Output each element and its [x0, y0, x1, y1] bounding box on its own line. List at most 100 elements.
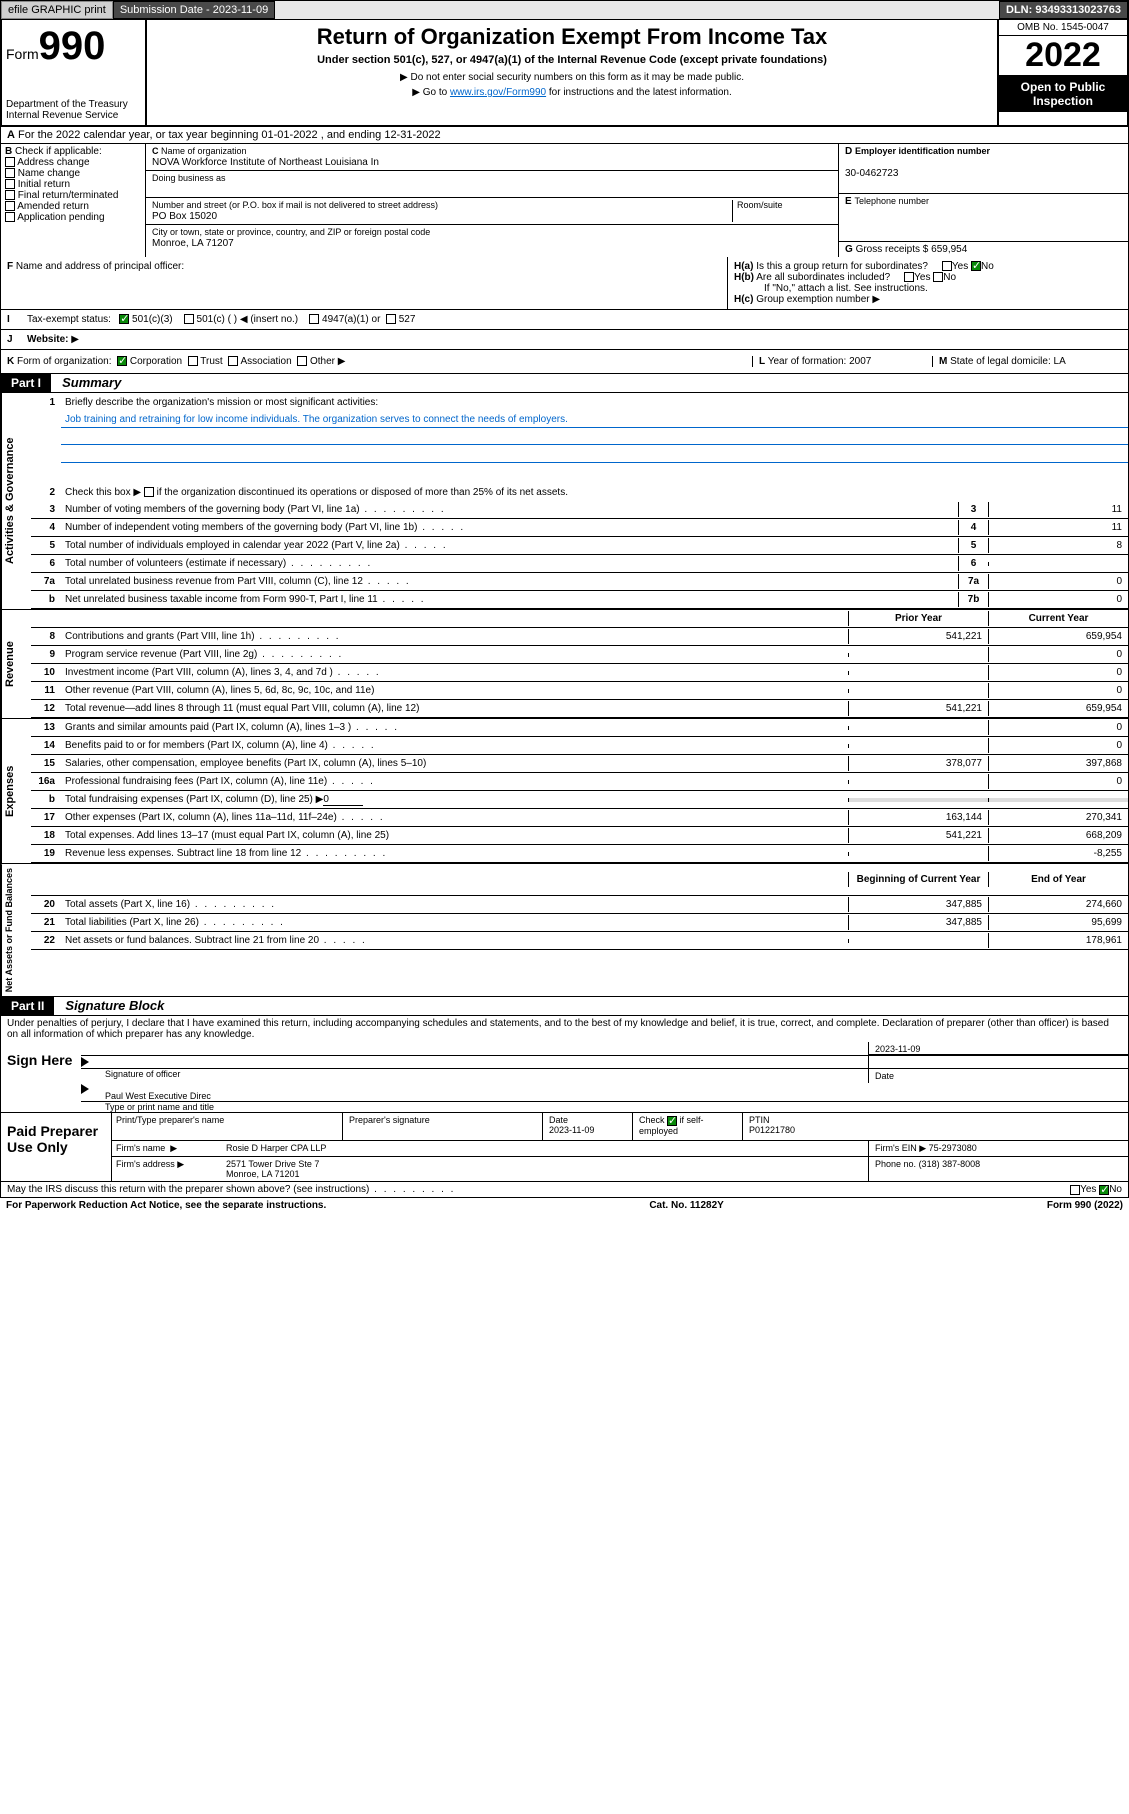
l18-text: Total expenses. Add lines 13–17 (must eq…: [61, 828, 848, 843]
self-emp-cb[interactable]: [667, 1116, 677, 1126]
may-irs-yes-cb[interactable]: [1070, 1185, 1080, 1195]
l4-text: Number of independent voting members of …: [61, 520, 958, 535]
form990-link[interactable]: www.irs.gov/Form990: [450, 87, 546, 98]
v6: [988, 562, 1128, 566]
trust-cb[interactable]: [188, 356, 198, 366]
pending-cb[interactable]: [5, 212, 15, 222]
main-title: Return of Organization Exempt From Incom…: [157, 24, 987, 50]
ptin-label: PTIN: [749, 1115, 770, 1125]
expenses-tab: Expenses: [1, 719, 31, 863]
submission-date: Submission Date - 2023-11-09: [113, 1, 275, 19]
tax-year-text: For the 2022 calendar year, or tax year …: [18, 129, 441, 141]
hb-no-cb[interactable]: [933, 272, 943, 282]
domicile-value: LA: [1054, 356, 1066, 367]
p18: 541,221: [848, 828, 988, 843]
trust-label: Trust: [200, 356, 222, 367]
p8: 541,221: [848, 629, 988, 644]
prep-date-label: Date: [549, 1115, 568, 1125]
other-label: Other: [310, 356, 335, 367]
corp-cb[interactable]: [117, 356, 127, 366]
l17-text: Other expenses (Part IX, column (A), lin…: [61, 810, 848, 825]
hb-label: Are all subordinates included?: [756, 272, 890, 283]
l7b-text: Net unrelated business taxable income fr…: [61, 592, 958, 607]
city: Monroe, LA 71207: [152, 238, 234, 249]
city-label: City or town, state or province, country…: [152, 227, 430, 237]
ha-no-cb[interactable]: [971, 261, 981, 271]
l15-text: Salaries, other compensation, employee b…: [61, 756, 848, 771]
l8-text: Contributions and grants (Part VIII, lin…: [61, 629, 848, 644]
v7a: 0: [988, 574, 1128, 589]
may-yes: Yes: [1080, 1184, 1096, 1195]
subtitle: Under section 501(c), 527, or 4947(a)(1)…: [157, 54, 987, 66]
v3: 11: [988, 502, 1128, 517]
c8: 659,954: [988, 629, 1128, 644]
c19: -8,255: [988, 846, 1128, 861]
check-applicable-label: Check if applicable:: [15, 146, 102, 157]
p21: 347,885: [848, 915, 988, 930]
p16a: [848, 780, 988, 784]
l2-cb[interactable]: [144, 487, 154, 497]
4947-cb[interactable]: [309, 314, 319, 324]
address-change-cb[interactable]: [5, 157, 15, 167]
c14: 0: [988, 738, 1128, 753]
prep-date: 2023-11-09: [549, 1125, 594, 1135]
final-return-cb[interactable]: [5, 190, 15, 200]
address-change-label: Address change: [17, 157, 89, 168]
initial-return-label: Initial return: [18, 179, 70, 190]
l19-text: Revenue less expenses. Subtract line 18 …: [61, 846, 848, 861]
hb-note: If "No," attach a list. See instructions…: [734, 283, 928, 294]
may-irs-no-cb[interactable]: [1099, 1185, 1109, 1195]
efile-button[interactable]: efile GRAPHIC print: [1, 1, 113, 19]
gross-label: Gross receipts $: [856, 244, 929, 255]
note2-post: for instructions and the latest informat…: [546, 87, 732, 98]
p11: [848, 689, 988, 693]
tax-year: 2022: [999, 36, 1127, 76]
amended-label: Amended return: [17, 201, 89, 212]
527-cb[interactable]: [386, 314, 396, 324]
name-change-label: Name change: [18, 168, 80, 179]
paid-preparer: Paid Preparer Use Only: [1, 1113, 111, 1181]
assoc-label: Association: [241, 356, 292, 367]
p15: 378,077: [848, 756, 988, 771]
501c-cb[interactable]: [184, 314, 194, 324]
v4: 11: [988, 520, 1128, 535]
firm-name: Rosie D Harper CPA LLP: [222, 1141, 868, 1156]
l3-text: Number of voting members of the governin…: [61, 502, 958, 517]
ein-label: Employer identification number: [855, 146, 990, 156]
officer-label: Name and address of principal officer:: [16, 261, 184, 272]
net-assets-tab: Net Assets or Fund Balances: [1, 864, 31, 996]
l16b-text: Total fundraising expenses (Part IX, col…: [65, 794, 323, 805]
l22-text: Net assets or fund balances. Subtract li…: [61, 933, 848, 948]
firm-addr2: Monroe, LA 71201: [226, 1169, 300, 1179]
part1-header: Part I: [1, 374, 51, 392]
sig-date: 2023-11-09: [868, 1042, 1128, 1055]
501c3-cb[interactable]: [119, 314, 129, 324]
amended-cb[interactable]: [5, 201, 15, 211]
dba-label: Doing business as: [152, 173, 226, 183]
c16b: [988, 798, 1128, 802]
firm-name-label: Firm's name: [116, 1143, 165, 1153]
l5-text: Total number of individuals employed in …: [61, 538, 958, 553]
print-name-label: Print/Type preparer's name: [112, 1113, 342, 1140]
assoc-cb[interactable]: [228, 356, 238, 366]
l7a-text: Total unrelated business revenue from Pa…: [61, 574, 958, 589]
sign-here: Sign Here: [1, 1042, 81, 1112]
initial-return-cb[interactable]: [5, 179, 15, 189]
address: PO Box 15020: [152, 211, 217, 222]
may-no: No: [1109, 1184, 1122, 1195]
revenue-tab: Revenue: [1, 610, 31, 718]
l12-text: Total revenue—add lines 8 through 11 (mu…: [61, 701, 848, 716]
l13-text: Grants and similar amounts paid (Part IX…: [61, 720, 848, 735]
hb-yes-cb[interactable]: [904, 272, 914, 282]
name-change-cb[interactable]: [5, 168, 15, 178]
p9: [848, 653, 988, 657]
other-cb[interactable]: [297, 356, 307, 366]
v5: 8: [988, 538, 1128, 553]
l1-label: Briefly describe the organization's miss…: [61, 395, 1128, 410]
paperwork-notice: For Paperwork Reduction Act Notice, see …: [6, 1200, 326, 1211]
ein-value: 30-0462723: [845, 168, 898, 179]
l21-text: Total liabilities (Part X, line 26): [61, 915, 848, 930]
ha-yes-cb[interactable]: [942, 261, 952, 271]
p10: [848, 671, 988, 675]
l20-text: Total assets (Part X, line 16): [61, 897, 848, 912]
